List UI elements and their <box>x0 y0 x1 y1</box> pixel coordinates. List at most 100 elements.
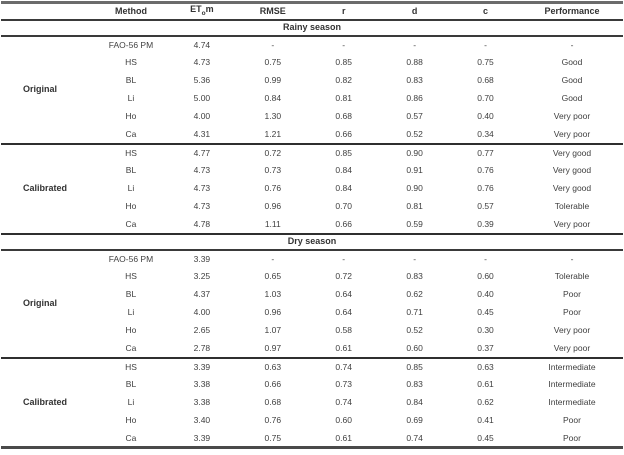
cell-method: Li <box>127 183 135 194</box>
cell-performance: Intermediate <box>548 361 596 372</box>
cell-c: 0.63 <box>477 361 494 372</box>
cell-r: 0.61 <box>335 342 352 353</box>
table-row: Ca 3.39 0.75 0.61 0.74 0.45 Poor <box>1 430 623 448</box>
header-performance: Performance <box>544 5 600 16</box>
table-row: BL 4.73 0.73 0.84 0.91 0.76 Very good <box>1 162 623 180</box>
header-c: c <box>483 5 489 16</box>
cell-r: 0.74 <box>335 361 352 372</box>
cell-performance: Very poor <box>553 325 591 336</box>
cell-rmse: 0.68 <box>264 397 282 408</box>
cell-performance: Poor <box>563 415 581 426</box>
cell-performance: Very poor <box>553 342 591 353</box>
table-row: BL 5.36 0.99 0.82 0.83 0.68 Good <box>1 72 623 90</box>
group-label-calibrated: Calibrated <box>23 396 68 407</box>
cell-performance: Very poor <box>553 111 591 122</box>
cell-method: Ca <box>125 218 137 229</box>
cell-rmse: 1.11 <box>264 218 281 229</box>
header-method: Method <box>114 5 147 16</box>
table-row: Li 3.38 0.68 0.74 0.84 0.62 Intermediate <box>1 394 623 412</box>
cell-d: 0.74 <box>406 432 423 443</box>
cell-etom: 3.38 <box>193 379 211 390</box>
cell-c: - <box>484 253 487 264</box>
header-group-spacer <box>1 3 96 20</box>
cell-etom: 2.65 <box>193 325 211 336</box>
cell-etom: 4.31 <box>193 128 211 139</box>
season-band-row: Rainy season <box>1 20 623 36</box>
header-etom-tail: m <box>205 4 214 15</box>
cell-d: 0.83 <box>406 75 423 86</box>
table-row: Original FAO-56 PM 4.74 - - - - - <box>1 36 623 94</box>
cell-rmse: 0.99 <box>264 75 282 86</box>
cell-performance: Good <box>561 75 583 86</box>
cell-performance: - <box>570 39 574 50</box>
cell-c: 0.76 <box>477 183 494 194</box>
cell-d: - <box>413 39 417 50</box>
cell-c: 0.70 <box>477 93 494 104</box>
header-rmse: RMSE <box>259 5 286 16</box>
cell-d: 0.62 <box>406 289 423 300</box>
cell-etom: 5.36 <box>193 75 211 86</box>
table-row: Calibrated HS 3.39 0.63 0.74 0.85 0.63 Intermed… <box>1 358 623 407</box>
cell-r: - <box>342 253 346 264</box>
cell-d: 0.60 <box>406 342 423 353</box>
table-row: Li 5.00 0.84 0.81 0.86 0.70 Good <box>1 90 623 108</box>
table-row: BL 4.37 1.03 0.64 0.62 0.40 Poor <box>1 286 623 304</box>
table-row: Ho 2.65 1.07 0.58 0.52 0.30 Very poor <box>1 322 623 340</box>
cell-etom: 2.78 <box>193 342 211 353</box>
cell-etom: 4.73 <box>193 183 211 194</box>
cell-etom: 3.39 <box>193 361 211 372</box>
cell-r: 0.85 <box>335 57 352 68</box>
group-label-original: Original <box>23 84 58 94</box>
cell-d: 0.91 <box>406 165 423 176</box>
table-body: Rainy season Original FAO-56 PM 4.74 - - - - - HS… <box>1 20 623 448</box>
table-row: HS 3.25 0.65 0.72 0.83 0.60 Tolerable <box>1 268 623 286</box>
cell-rmse: 1.30 <box>264 111 282 122</box>
cell-r: 0.73 <box>335 379 352 390</box>
cell-rmse: 0.84 <box>264 93 282 104</box>
table-row: HS 4.73 0.75 0.85 0.88 0.75 Good <box>1 54 623 72</box>
cell-rmse: 0.76 <box>264 415 282 426</box>
cell-c: - <box>484 39 487 50</box>
cell-r: 0.68 <box>335 111 352 122</box>
cell-c: 0.60 <box>477 271 494 282</box>
cell-rmse: 0.75 <box>264 57 282 68</box>
table-row: Ca 4.78 1.11 0.66 0.59 0.39 Very poor <box>1 216 623 234</box>
cell-etom: 3.25 <box>193 271 211 282</box>
cell-method: Li <box>127 93 135 104</box>
cell-method: FAO-56 PM <box>108 39 154 50</box>
table-row: Ho 4.00 1.30 0.68 0.57 0.40 Very poor <box>1 108 623 126</box>
cell-performance: Very good <box>552 147 592 158</box>
cell-method: Ca <box>125 432 137 443</box>
season-band-label: Dry season <box>287 236 337 246</box>
header-etom-main: ET <box>190 4 202 15</box>
cell-method: HS <box>125 361 137 372</box>
cell-r: 0.64 <box>335 289 352 300</box>
cell-c: 0.45 <box>477 432 494 443</box>
table-row: BL 3.38 0.66 0.73 0.83 0.61 Intermediate <box>1 376 623 394</box>
cell-r: 0.81 <box>335 93 352 104</box>
cell-d: - <box>413 253 417 264</box>
cell-method: HS <box>125 147 137 158</box>
group-label-calibrated: Calibrated <box>23 183 68 193</box>
cell-method: Li <box>127 307 135 318</box>
cell-performance: Tolerable <box>554 201 590 212</box>
cell-r: - <box>342 39 346 50</box>
cell-r: 0.70 <box>335 201 352 212</box>
cell-rmse: - <box>271 39 275 50</box>
cell-d: 0.83 <box>406 379 423 390</box>
table-row: Li 4.00 0.96 0.64 0.71 0.45 Poor <box>1 304 623 322</box>
cell-method: Ho <box>125 325 137 336</box>
cell-method: BL <box>125 165 137 176</box>
cell-c: 0.39 <box>477 218 494 229</box>
cell-performance: Very good <box>552 165 592 176</box>
header-etom-sub: o <box>201 9 206 17</box>
cell-rmse: 0.73 <box>264 165 282 176</box>
cell-r: 0.64 <box>335 307 352 318</box>
cell-c: 0.57 <box>477 201 494 212</box>
cell-etom: 5.00 <box>193 93 211 104</box>
cell-d: 0.84 <box>406 397 423 408</box>
cell-method: Ho <box>125 111 137 122</box>
table-row: Li 4.73 0.76 0.84 0.90 0.76 Very good <box>1 180 623 198</box>
table-row: Ca 2.78 0.97 0.61 0.60 0.37 Very poor <box>1 340 623 358</box>
